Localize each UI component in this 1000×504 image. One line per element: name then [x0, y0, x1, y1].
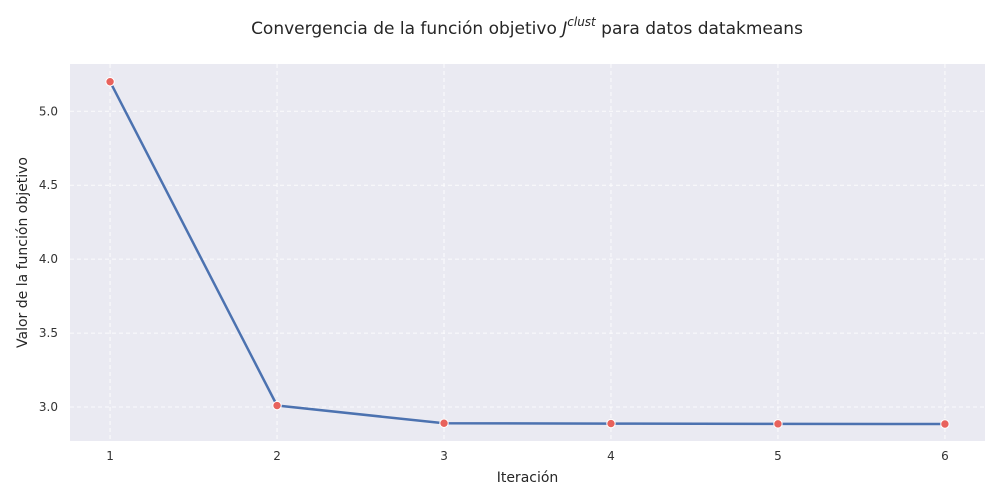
- data-point: [773, 419, 783, 429]
- y-axis-label: Valor de la función objetivo: [15, 157, 31, 348]
- y-tick-label: 3.5: [39, 326, 58, 340]
- series-line: [108, 80, 947, 426]
- data-point: [940, 419, 950, 429]
- x-tick-label: 4: [607, 449, 615, 463]
- data-point: [105, 77, 115, 87]
- y-tick-label: 5.0: [39, 104, 58, 118]
- axis-ticks: 1 2 3 4 5 6 3.0 3.5 4.0 4.5 5.0: [39, 104, 949, 463]
- x-tick-label: 6: [941, 449, 949, 463]
- data-point: [606, 418, 616, 429]
- x-tick-label: 5: [774, 449, 782, 463]
- x-tick-label: 1: [106, 449, 114, 463]
- y-tick-label: 3.0: [39, 400, 58, 414]
- data-point: [272, 400, 282, 411]
- x-tick-label: 2: [273, 449, 281, 463]
- chart-title: Convergencia de la función objetivo Jclu…: [251, 15, 803, 39]
- grid: [70, 64, 985, 441]
- series: [105, 77, 950, 429]
- x-tick-label: 3: [440, 449, 448, 463]
- y-tick-label: 4.0: [39, 252, 58, 266]
- data-point: [439, 418, 449, 428]
- y-tick-label: 4.5: [39, 178, 58, 192]
- plot-area: [70, 64, 985, 441]
- x-axis-label: Iteración: [497, 470, 559, 486]
